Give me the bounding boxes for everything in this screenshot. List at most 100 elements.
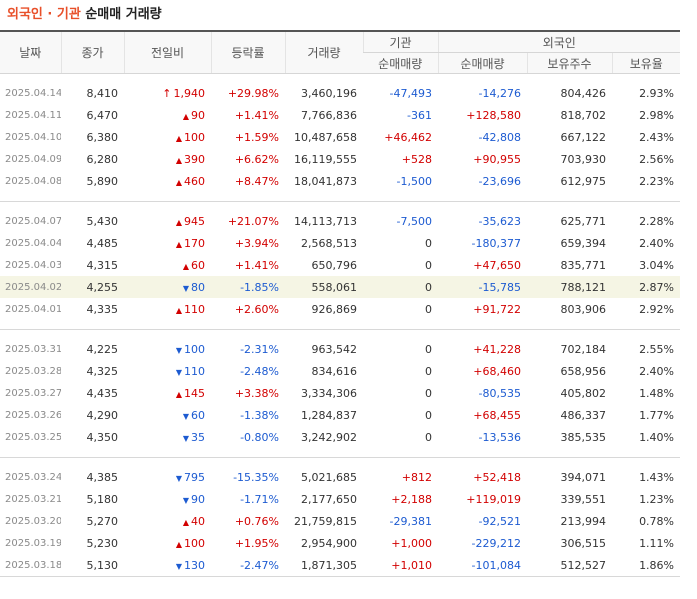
row-foreign-ratio: 1.86%	[639, 558, 675, 572]
row-change: ↑ 1,940	[124, 82, 211, 104]
row-foreign-net: +128,580	[466, 108, 521, 122]
row-volume: 963,542	[311, 342, 358, 356]
row-foreign-shares: 405,802	[560, 386, 607, 400]
header-institution: 기관	[362, 31, 438, 53]
row-change-value: 170	[184, 236, 205, 250]
row-date: 2025.04.07	[5, 215, 61, 227]
triangle-up-icon: ▲	[175, 305, 182, 315]
table-row: 2025.03.20 5,270 ▲ 40 +0.76% 21,759,815 -29,38…	[0, 510, 680, 532]
header-rate: 등락률	[210, 31, 285, 74]
table-row: 2025.03.19 5,230 ▲ 100 +1.95% 2,954,900 +1,000…	[0, 532, 680, 554]
group-separator-cell	[0, 320, 681, 330]
row-foreign-shares: 804,426	[560, 86, 607, 100]
row-foreign-shares: 659,394	[560, 236, 607, 250]
row-change-value: 100	[184, 536, 205, 550]
row-foreign-ratio: 2.28%	[639, 214, 675, 228]
row-inst-net: 0	[425, 342, 432, 356]
foreign-institution-trading-panel: 외국인 · 기관 순매매 거래량 날짜 종가 전일비 등락률 거래량 기관 외국…	[0, 7, 681, 577]
row-close: 6,470	[86, 108, 119, 122]
row-foreign-ratio: 1.11%	[639, 536, 675, 550]
row-foreign-ratio: 2.40%	[639, 364, 675, 378]
row-volume: 1,871,305	[301, 558, 357, 572]
group-spacer-cell	[0, 330, 680, 339]
table-row: 2025.03.25 4,350 ▼ 35 -0.80% 3,242,902 0 -13,53…	[0, 426, 680, 448]
row-foreign-shares: 512,527	[560, 558, 607, 572]
row-foreign-net: +68,460	[473, 364, 521, 378]
row-foreign-net: +91,722	[473, 302, 521, 316]
row-date: 2025.04.04	[5, 237, 61, 249]
row-volume: 7,766,836	[301, 108, 357, 122]
row-foreign-shares: 339,551	[560, 492, 607, 506]
row-rate: +1.95%	[234, 536, 279, 550]
triangle-up-icon: ▲	[175, 239, 182, 249]
row-volume: 3,334,306	[301, 386, 357, 400]
row-date: 2025.04.11	[5, 109, 61, 121]
row-foreign-net: +119,019	[466, 492, 521, 506]
row-change-value: 945	[184, 214, 205, 228]
row-change: ▲ 110	[124, 298, 211, 320]
table-row: 2025.03.26 4,290 ▼ 60 -1.38% 1,284,837 0 +68,45…	[0, 404, 680, 426]
header-date: 날짜	[0, 31, 61, 74]
row-rate: +1.41%	[234, 258, 279, 272]
triangle-down-icon: ▼	[182, 495, 189, 505]
table-row: 2025.04.02 4,255 ▼ 80 -1.85% 558,061 0 -15,785 7…	[0, 276, 681, 298]
table-row: 2025.04.11 6,470 ▲ 90 +1.41% 7,766,836 -361 +12…	[0, 104, 680, 126]
row-foreign-net: -13,536	[478, 430, 521, 444]
row-inst-net: 0	[425, 302, 432, 316]
row-change-value: 100	[184, 342, 205, 356]
row-rate: -2.47%	[240, 558, 279, 572]
row-close: 5,130	[86, 558, 119, 572]
group-spacer-cell	[0, 202, 680, 211]
group-spacer-cell	[0, 458, 680, 467]
row-date: 2025.04.14	[5, 87, 61, 99]
table-row: 2025.04.09 6,280 ▲ 390 +6.62% 16,119,555 +528 +…	[0, 148, 680, 170]
row-foreign-net: -80,535	[478, 386, 521, 400]
row-change: ▲ 90	[124, 104, 211, 126]
row-foreign-ratio: 1.23%	[639, 492, 675, 506]
row-change-value: 460	[184, 174, 205, 188]
row-volume: 650,796	[311, 258, 358, 272]
table-row: 2025.03.31 4,225 ▼ 100 -2.31% 963,542 0 +41,228…	[0, 338, 680, 360]
row-change-value: 90	[191, 108, 205, 122]
row-rate: +21.07%	[227, 214, 279, 228]
table-row: 2025.04.03 4,315 ▲ 60 +1.41% 650,796 0 +47,650 8…	[0, 254, 680, 276]
row-volume: 2,568,513	[301, 236, 357, 250]
section-title-highlight: 외국인 · 기관	[7, 7, 81, 22]
row-rate: +8.47%	[234, 174, 279, 188]
row-rate: +3.38%	[234, 386, 279, 400]
triangle-down-icon: ▼	[175, 345, 182, 355]
row-inst-net: -7,500	[396, 214, 432, 228]
row-change: ▼ 100	[124, 338, 211, 360]
row-change-value: 145	[184, 386, 205, 400]
table-row: 2025.04.08 5,890 ▲ 460 +8.47% 18,041,873 -1,50…	[0, 170, 680, 192]
row-change: ▲ 145	[124, 382, 211, 404]
row-change: ▲ 60	[124, 254, 211, 276]
row-foreign-net: -42,808	[478, 130, 521, 144]
triangle-up-icon: ▲	[182, 111, 189, 121]
row-change-value: 35	[191, 430, 205, 444]
row-change: ▼ 60	[124, 404, 211, 426]
row-change-value: 60	[191, 408, 205, 422]
row-volume: 5,021,685	[301, 470, 357, 484]
row-foreign-shares: 625,771	[560, 214, 607, 228]
row-inst-net: 0	[425, 364, 432, 378]
triangle-up-icon: ▲	[175, 389, 182, 399]
triangle-up-icon: ▲	[175, 177, 182, 187]
triangle-up-icon: ▲	[182, 517, 189, 527]
triangle-up-icon: ▲	[175, 217, 182, 227]
row-date: 2025.03.25	[5, 431, 61, 443]
triangle-down-icon: ▼	[175, 473, 182, 483]
row-change: ▲ 945	[124, 210, 211, 232]
row-date: 2025.04.03	[5, 259, 61, 271]
row-change-value: 110	[184, 364, 205, 378]
row-foreign-net: -180,377	[471, 236, 521, 250]
row-date: 2025.03.18	[5, 559, 61, 571]
row-change: ▲ 100	[124, 126, 211, 148]
row-rate: -2.48%	[240, 364, 279, 378]
row-rate: -1.71%	[240, 492, 279, 506]
table-row: 2025.04.07 5,430 ▲ 945 +21.07% 14,113,713 -7,5…	[0, 210, 680, 232]
row-change: ▼ 80	[124, 276, 211, 298]
triangle-up-icon: ▲	[175, 539, 182, 549]
row-foreign-ratio: 2.43%	[639, 130, 675, 144]
row-change: ▲ 170	[124, 232, 211, 254]
